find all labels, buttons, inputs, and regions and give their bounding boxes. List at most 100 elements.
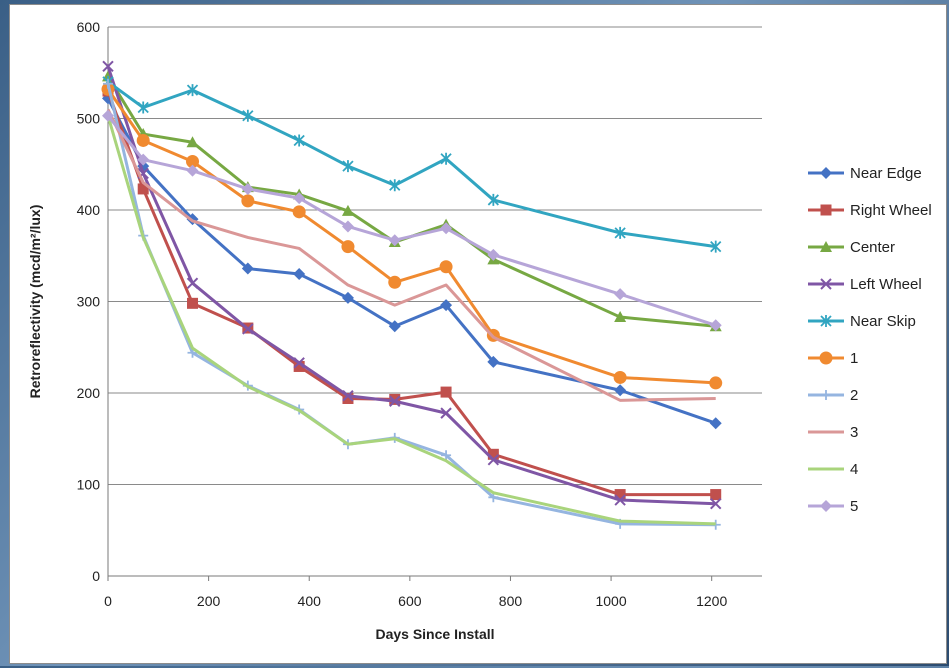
data-point [186, 84, 199, 97]
axes: 0 100 200 300 400 500 600 0 200 400 600 800 1000 1200 [77, 19, 762, 609]
data-point [241, 194, 255, 208]
y-tick-label: 100 [77, 477, 101, 493]
x-tick-label: 1200 [696, 593, 727, 609]
data-point [137, 183, 149, 195]
data-point [388, 275, 402, 289]
y-tick-label: 400 [77, 202, 101, 218]
data-point [389, 179, 401, 192]
legend-item: 1 [808, 350, 858, 367]
legend-marker [820, 167, 832, 179]
data-point [440, 222, 453, 235]
legend-label: 1 [850, 350, 858, 367]
legend-marker [820, 204, 832, 216]
data-point [388, 320, 401, 333]
data-point [293, 360, 305, 372]
x-tick-label: 800 [499, 593, 523, 609]
legend-label: Right Wheel [850, 202, 932, 219]
data-point [440, 152, 452, 165]
data-point [293, 268, 306, 281]
legend-item: Center [808, 239, 895, 256]
legend-marker [821, 390, 831, 400]
data-point [710, 489, 722, 501]
series-lines [101, 60, 723, 530]
series-line [106, 65, 716, 506]
data-point [102, 109, 114, 122]
data-point [137, 153, 150, 166]
data-point [137, 101, 149, 114]
legend-label: Left Wheel [850, 276, 922, 293]
series-line [106, 83, 716, 527]
data-point [710, 498, 722, 510]
data-point [241, 262, 254, 275]
data-point [487, 248, 500, 261]
data-point [439, 260, 453, 274]
data-point [186, 277, 199, 289]
legend-marker [820, 315, 832, 327]
x-tick-label: 600 [398, 593, 422, 609]
data-point [186, 136, 199, 148]
data-point [187, 297, 199, 309]
legend-marker [819, 351, 833, 365]
data-point [342, 160, 354, 173]
data-point [136, 133, 150, 147]
data-point [440, 299, 453, 312]
data-point [709, 319, 722, 332]
chart-panel: 0 100 200 300 400 500 600 0 200 400 600 800 1000 1200… [9, 4, 947, 664]
data-point [241, 182, 254, 195]
data-point [441, 450, 452, 461]
x-tick-label: 1000 [595, 593, 626, 609]
series-5 [102, 109, 722, 332]
y-tick-label: 600 [77, 19, 101, 35]
legend-item: Near Edge [808, 165, 922, 182]
legend-label: Near Edge [850, 165, 922, 182]
x-tick-label: 200 [197, 593, 221, 609]
data-point [614, 494, 626, 506]
data-point [487, 355, 500, 368]
data-point [613, 370, 627, 384]
series-line [106, 108, 716, 402]
data-point [614, 226, 626, 239]
series-center [102, 70, 722, 332]
legend-label: 5 [850, 498, 858, 515]
y-tick-label: 300 [77, 294, 101, 310]
data-point [487, 448, 499, 460]
data-point [440, 407, 452, 419]
data-point [293, 357, 305, 369]
series-4 [106, 115, 716, 526]
data-point [342, 390, 354, 402]
legend-label: 4 [850, 461, 858, 478]
y-tick-label: 200 [77, 385, 101, 401]
data-point [186, 164, 199, 177]
x-axis-title: Days Since Install [375, 626, 494, 642]
data-point [389, 393, 401, 405]
y-tick-label: 500 [77, 111, 101, 127]
data-point [614, 311, 627, 323]
data-point [614, 489, 626, 501]
data-point [293, 134, 305, 147]
legend-item: 2 [808, 387, 858, 404]
data-point [341, 220, 354, 233]
series-right-wheel [102, 85, 722, 501]
series-3 [106, 108, 716, 402]
legend-item: Left Wheel [808, 276, 922, 293]
y-axis-title: Retroreflectivity (mcd/m²/lux) [27, 205, 43, 399]
x-tick-label: 400 [298, 593, 322, 609]
series-left-wheel [102, 60, 722, 510]
data-point [389, 395, 401, 407]
y-tick-label: 0 [92, 568, 100, 584]
legend-item: 3 [808, 424, 858, 441]
legend-marker [820, 241, 832, 252]
legend-item: 4 [808, 461, 858, 478]
legend-item: Near Skip [808, 313, 916, 330]
data-point [388, 234, 401, 247]
line-chart: 0 100 200 300 400 500 600 0 200 400 600 800 1000 1200… [27, 19, 932, 642]
legend: Near Edge Right Wheel Center Left Wheel Near… [808, 165, 932, 515]
legend-marker [820, 278, 832, 290]
data-point [102, 60, 114, 73]
legend-label: Near Skip [850, 313, 916, 330]
data-point [293, 192, 306, 205]
data-point [710, 240, 722, 253]
series-line [106, 115, 716, 526]
data-point [440, 386, 452, 398]
